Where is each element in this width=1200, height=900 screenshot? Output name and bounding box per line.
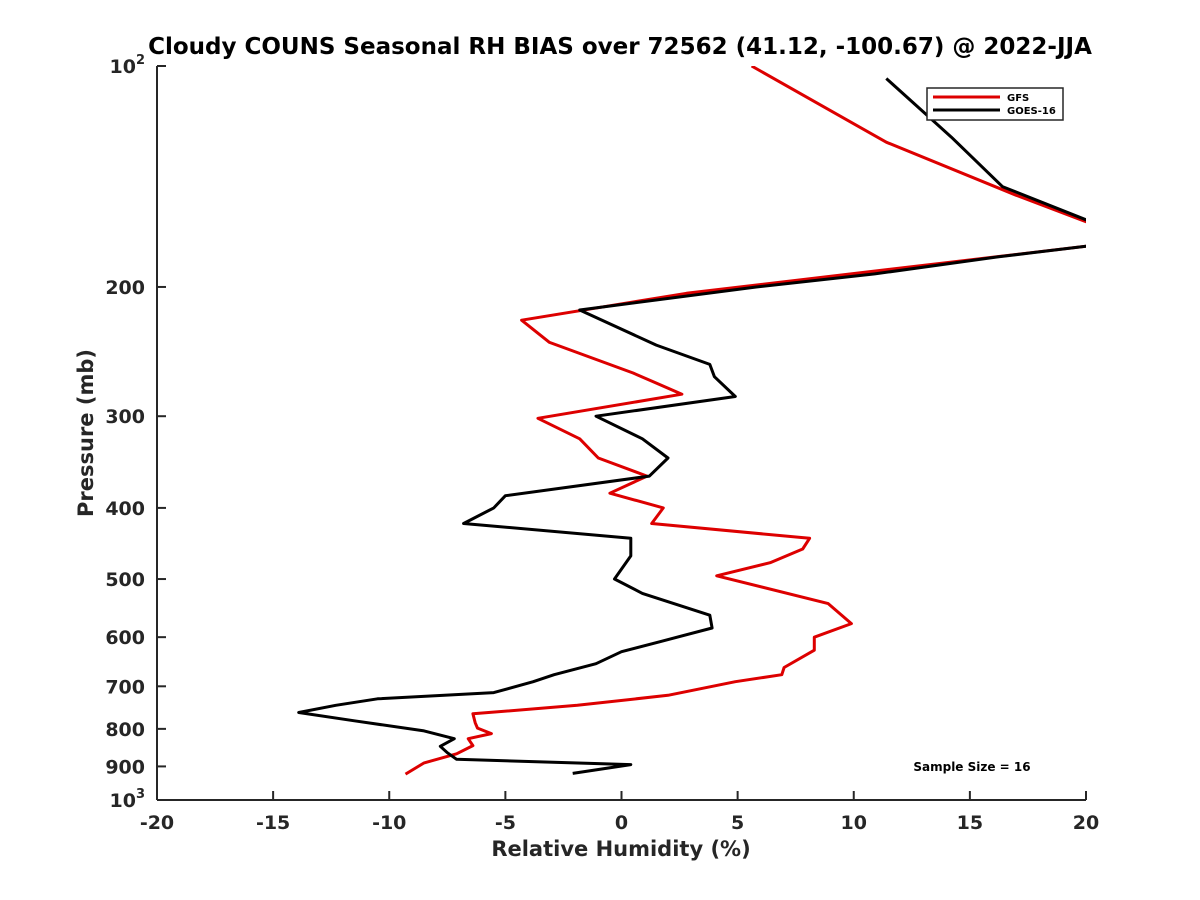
y-tick-label: 103 — [110, 787, 146, 812]
y-tick-label: 200 — [105, 277, 145, 299]
x-tick-label: -15 — [256, 812, 290, 834]
y-tick-label: 900 — [105, 756, 145, 778]
chart-title: Cloudy COUNS Seasonal RH BIAS over 72562… — [148, 34, 1092, 60]
y-tick-label: 102 — [110, 53, 146, 78]
y-tick-label: 700 — [105, 676, 145, 698]
series-line-goes-16 — [297, 77, 1086, 775]
x-tick-label: -20 — [140, 812, 174, 834]
series-line-gfs — [404, 66, 1086, 776]
x-tick-label: 10 — [841, 812, 867, 834]
sample-size-annotation: Sample Size = 16 — [913, 760, 1030, 774]
legend-box — [926, 87, 1064, 121]
x-tick-label: 15 — [957, 812, 983, 834]
series-layer — [297, 66, 1086, 776]
y-axis-label: Pressure (mb) — [74, 349, 98, 517]
x-tick-label: 5 — [731, 812, 744, 834]
x-tick-label: -10 — [372, 812, 406, 834]
x-axis-label: Relative Humidity (%) — [491, 837, 750, 861]
y-tick-label: 300 — [105, 406, 145, 428]
axes: -20 -15 -10 -5 0 5 10 15 20 102 200 300 400 500 600 700… — [105, 53, 1099, 834]
legend-entry: GFS — [1007, 93, 1029, 104]
y-tick-label: 500 — [105, 569, 145, 591]
legend-entry: GOES-16 — [1007, 106, 1056, 117]
y-tick-label: 800 — [105, 719, 145, 741]
y-tick-label: 400 — [105, 498, 145, 520]
y-tick-label: 600 — [105, 627, 145, 649]
x-tick-label: -5 — [495, 812, 516, 834]
legend: GFS GOES-16 — [926, 87, 1064, 121]
x-tick-label: 20 — [1073, 812, 1099, 834]
x-tick-label: 0 — [615, 812, 628, 834]
